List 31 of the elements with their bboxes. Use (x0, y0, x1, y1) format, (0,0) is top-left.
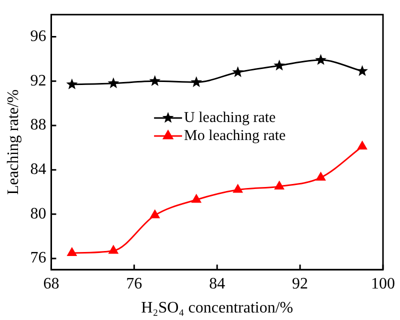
point (315, 54, 326, 65)
y-tick-label: 92 (30, 72, 46, 90)
x-tick-label: 92 (292, 275, 308, 292)
point (356, 65, 368, 76)
point (316, 172, 326, 181)
y-tick-label: 80 (30, 205, 46, 222)
legend-label: U leaching rate (184, 110, 276, 126)
y-axis-title: Leaching rate/% (4, 89, 22, 195)
point (274, 60, 286, 70)
point (108, 77, 120, 88)
point (66, 78, 78, 90)
y-tick-label: 96 (30, 28, 46, 45)
x-axis-title: H₂SO₄ concentration/% (141, 300, 294, 317)
point (190, 76, 202, 88)
point (67, 247, 77, 256)
x-tick-label: 84 (209, 275, 226, 292)
y-tick-label: 84 (30, 161, 46, 178)
point (233, 184, 243, 193)
point (232, 66, 244, 78)
point (108, 245, 118, 254)
x-tick-label: 76 (126, 275, 142, 292)
point (192, 194, 202, 203)
point (150, 210, 160, 218)
y-tick-label: 88 (30, 116, 46, 134)
point (357, 141, 368, 150)
legend-label: Mo leaching rate (184, 128, 286, 144)
point (274, 180, 284, 190)
x-tick-label: 68 (43, 275, 60, 292)
y-tick-label: 76 (30, 250, 46, 267)
point (149, 75, 161, 86)
x-tick-label: 100 (371, 275, 395, 292)
